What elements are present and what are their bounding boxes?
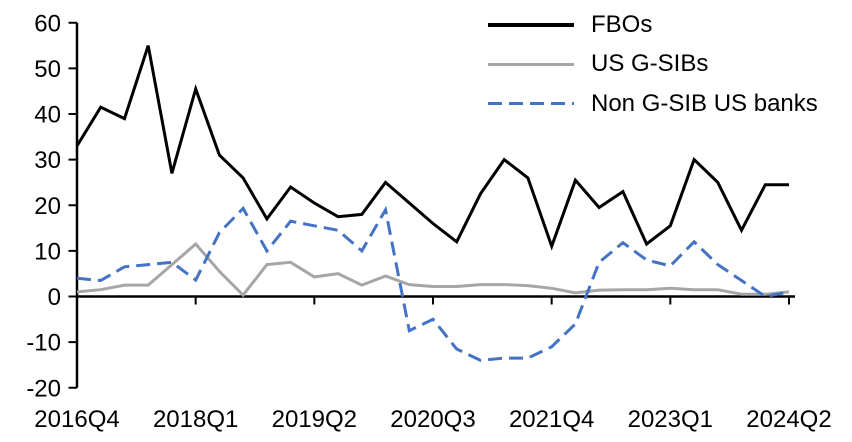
legend-label-non-gsib: Non G-SIB US banks	[591, 89, 818, 117]
series-line-us-g-sibs	[76, 241, 790, 298]
y-tick-label: 40	[34, 102, 61, 129]
y-tick-label: -10	[26, 330, 61, 357]
legend-label-fbos: FBOs	[591, 10, 653, 38]
x-tick-label: 2023Q1	[628, 406, 713, 433]
legend: FBOs US G-SIBs Non G-SIB US banks	[488, 5, 818, 124]
legend-label-us-gsibs: US G-SIBs	[591, 50, 709, 78]
y-tick-label: 50	[34, 56, 61, 83]
y-tick-label: 20	[34, 193, 61, 220]
x-tick-label: 2024Q2	[746, 406, 831, 433]
y-tick-label: 0	[48, 284, 61, 311]
x-tick-label: 2020Q3	[390, 406, 475, 433]
series-line-fbos	[75, 45, 789, 251]
legend-item-us-gsibs: US G-SIBs	[488, 45, 818, 85]
legend-item-fbos: FBOs	[488, 5, 818, 45]
x-tick-label: 2016Q4	[34, 406, 119, 433]
y-tick-label: -20	[26, 375, 61, 402]
legend-line-sample-fbos	[488, 22, 574, 27]
y-tick-label: 60	[34, 10, 61, 37]
series-line-non-g-sib-us-banks	[76, 205, 790, 362]
x-tick-label: 2018Q1	[153, 406, 238, 433]
y-tick-label: 30	[34, 147, 61, 174]
x-tick-label: 2019Q2	[272, 406, 357, 433]
legend-line-sample-us-gsibs	[488, 62, 574, 66]
y-tick-label: 10	[34, 238, 61, 265]
legend-line-sample-non-gsib	[488, 102, 574, 106]
legend-item-non-gsib: Non G-SIB US banks	[488, 84, 818, 124]
x-tick-label: 2021Q4	[509, 406, 594, 433]
